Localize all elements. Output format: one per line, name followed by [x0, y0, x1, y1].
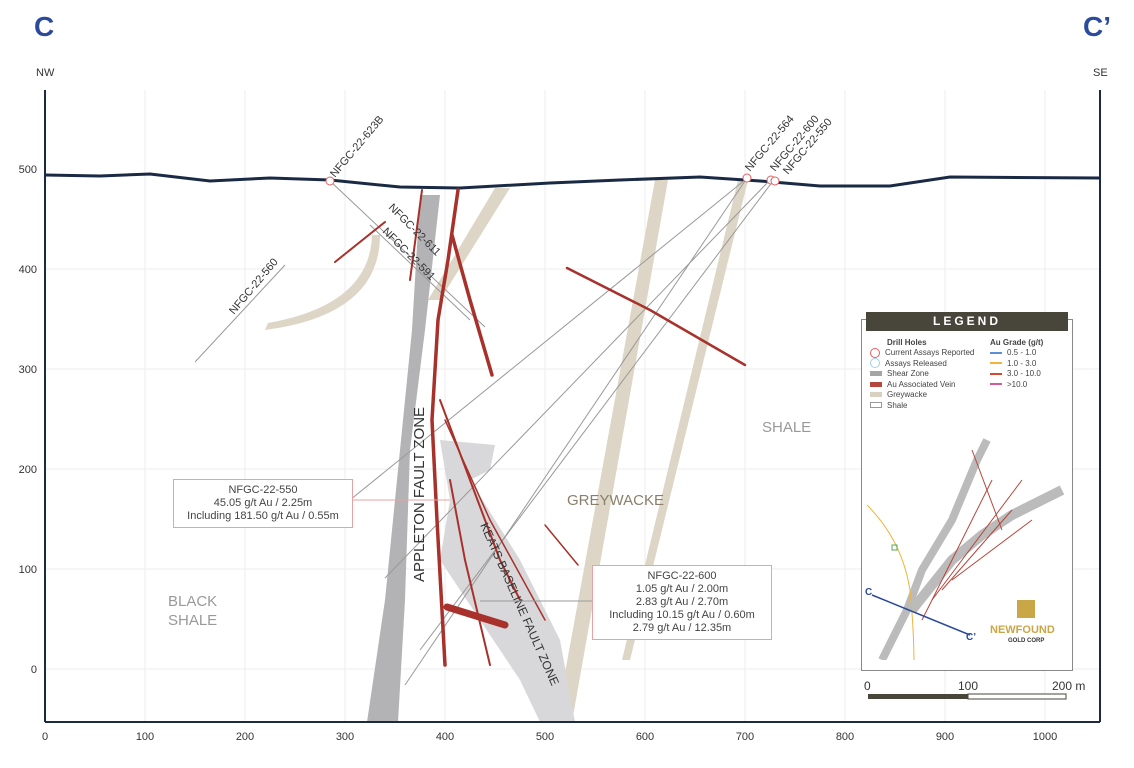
nw-label: NW [36, 67, 55, 79]
legend-item: Assays Released [870, 358, 990, 369]
greywacke-bodies [265, 180, 748, 722]
scale-label-0: 0 [864, 679, 871, 693]
scale-bar-dark [868, 694, 968, 699]
x-tick: 300 [336, 731, 354, 743]
x-tick: 900 [936, 731, 954, 743]
hole-label-560: NFGC-22-560 [227, 256, 281, 317]
x-tick: 0 [42, 731, 48, 743]
topography-surface [44, 172, 1101, 190]
inset-c-label: C [865, 587, 872, 598]
axes [44, 90, 1101, 723]
x-tick: 800 [836, 731, 854, 743]
legend-label: Shear Zone [887, 369, 929, 379]
legend: LEGEND Drill Holes Current Assays Report… [861, 312, 1073, 671]
callout-nfgc-22-550: NFGC-22-550 45.05 g/t Au / 2.25m Includi… [173, 479, 353, 528]
callout-line: 1.05 g/t Au / 2.00m [635, 583, 729, 595]
legend-grade-title: Au Grade (g/t) [990, 337, 1044, 347]
legend-item: Current Assays Reported [870, 347, 990, 359]
callout-line: Including 181.50 g/t Au / 0.55m [187, 510, 339, 522]
se-label: SE [1093, 67, 1108, 79]
y-tick: 0 [31, 664, 37, 676]
section-end-label: C’ [1083, 11, 1111, 42]
newfound-logo-icon [1017, 600, 1035, 618]
drill-traces [194, 177, 774, 686]
grade-item: 1.0 - 3.0 [990, 358, 1043, 369]
black-shale-label-2: SHALE [168, 612, 217, 629]
y-tick: 400 [19, 264, 37, 276]
legend-item: Shear Zone [870, 369, 990, 380]
section-start-label: C [34, 11, 54, 42]
x-tick: 1000 [1033, 731, 1057, 743]
hole-label-623b: NFGC-22-623B [328, 114, 386, 180]
scale-bar-light [967, 693, 1067, 700]
callout-line: 2.83 g/t Au / 2.70m [635, 596, 729, 608]
grade-label: >10.0 [1007, 379, 1028, 389]
legend-title: LEGEND [866, 312, 1068, 331]
legend-label: Assays Released [885, 358, 947, 368]
au-veins [334, 188, 747, 667]
x-tick: 100 [136, 731, 154, 743]
y-tick: 300 [19, 364, 37, 376]
shale-label: SHALE [762, 419, 811, 436]
legend-label: Au Associated Vein [887, 379, 956, 389]
grade-item: 3.0 - 10.0 [990, 369, 1043, 380]
x-tick: 500 [536, 731, 554, 743]
callout-line: NFGC-22-600 [647, 570, 717, 582]
y-tick: 100 [19, 564, 37, 576]
legend-item: Shale [870, 400, 990, 411]
legend-label: Current Assays Reported [885, 348, 975, 358]
callout-line: 2.79 g/t Au / 12.35m [632, 622, 732, 634]
inset-map: C C’ NEWFOUND GOLD CORP [865, 438, 1065, 660]
callout-line: 45.05 g/t Au / 2.25m [213, 497, 313, 509]
drill-collars [325, 173, 780, 186]
shear-zones [367, 195, 575, 722]
callout-line: Including 10.15 g/t Au / 0.60m [609, 609, 755, 621]
legend-item: Greywacke [870, 390, 990, 401]
x-tick: 400 [436, 731, 454, 743]
grade-label: 1.0 - 3.0 [1007, 358, 1037, 368]
grade-item: 0.5 - 1.0 [990, 348, 1043, 359]
legend-label: Greywacke [887, 390, 928, 400]
y-tick: 200 [19, 464, 37, 476]
scale-label-200: 200 m [1052, 679, 1085, 693]
x-tick: 600 [636, 731, 654, 743]
legend-item: Au Associated Vein [870, 379, 990, 390]
brand-subtitle: GOLD CORP [1008, 638, 1044, 644]
legend-drill-holes-title: Drill Holes [887, 337, 927, 347]
grade-item: >10.0 [990, 379, 1043, 390]
callout-nfgc-22-600: NFGC-22-600 1.05 g/t Au / 2.00m 2.83 g/t… [592, 565, 772, 640]
y-tick: 500 [19, 164, 37, 176]
legend-label: Shale [887, 400, 908, 410]
grade-label: 3.0 - 10.0 [1007, 369, 1041, 379]
greywacke-label: GREYWACKE [567, 492, 664, 509]
inset-c2-label: C’ [966, 632, 976, 643]
scale-label-100: 100 [958, 679, 978, 693]
x-tick: 700 [736, 731, 754, 743]
appleton-fault-label: APPLETON FAULT ZONE [411, 407, 428, 582]
x-tick: 200 [236, 731, 254, 743]
callout-line: NFGC-22-550 [228, 484, 298, 496]
black-shale-label-1: BLACK [168, 593, 217, 610]
brand-name: NEWFOUND [990, 624, 1055, 636]
grade-label: 0.5 - 1.0 [1007, 348, 1037, 358]
